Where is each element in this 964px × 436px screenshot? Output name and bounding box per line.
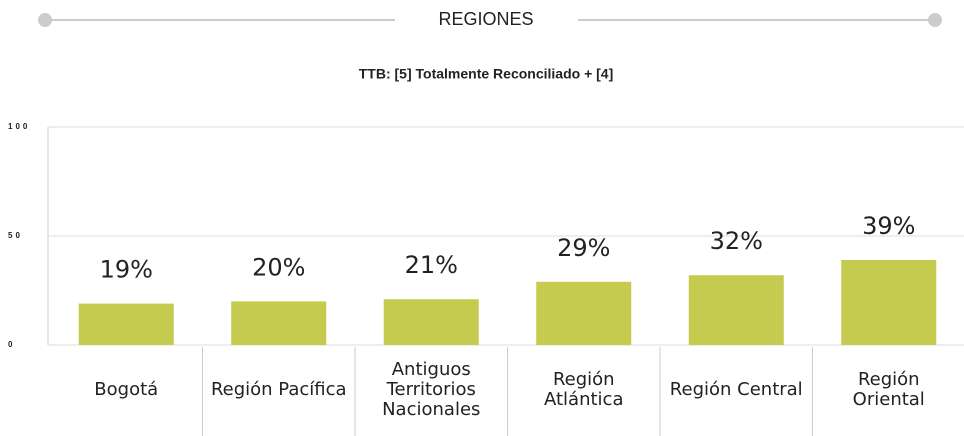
header-dot xyxy=(38,13,52,27)
bar xyxy=(688,275,784,345)
value-label: 20% xyxy=(252,253,305,281)
value-label: 19% xyxy=(100,256,153,284)
x-tick-label: Antiguos Territorios Nacionales xyxy=(382,359,481,420)
header-dot xyxy=(928,13,942,27)
section-title: REGIONES xyxy=(438,9,533,29)
bar xyxy=(841,259,937,345)
value-label: 32% xyxy=(710,227,763,255)
bar xyxy=(383,299,479,345)
bar xyxy=(536,281,632,345)
chart-title: TTB: [5] Totalmente Reconciliado + [4] xyxy=(359,66,614,82)
y-tick-label: 0 xyxy=(8,340,15,349)
x-tick-label: Región Atlántica xyxy=(544,369,624,410)
x-tick-label: Región Central xyxy=(669,379,803,400)
value-label: 21% xyxy=(405,251,458,279)
y-tick-label: 50 xyxy=(8,231,23,240)
value-label: 29% xyxy=(557,234,610,262)
bar xyxy=(78,303,174,345)
y-tick-label: 100 xyxy=(8,122,30,131)
value-label: 39% xyxy=(862,212,915,240)
bar xyxy=(231,301,327,345)
x-tick-label: Región Oriental xyxy=(852,369,925,410)
x-tick-label: Bogotá xyxy=(94,379,159,400)
x-tick-label: Región Pacífica xyxy=(210,379,347,400)
